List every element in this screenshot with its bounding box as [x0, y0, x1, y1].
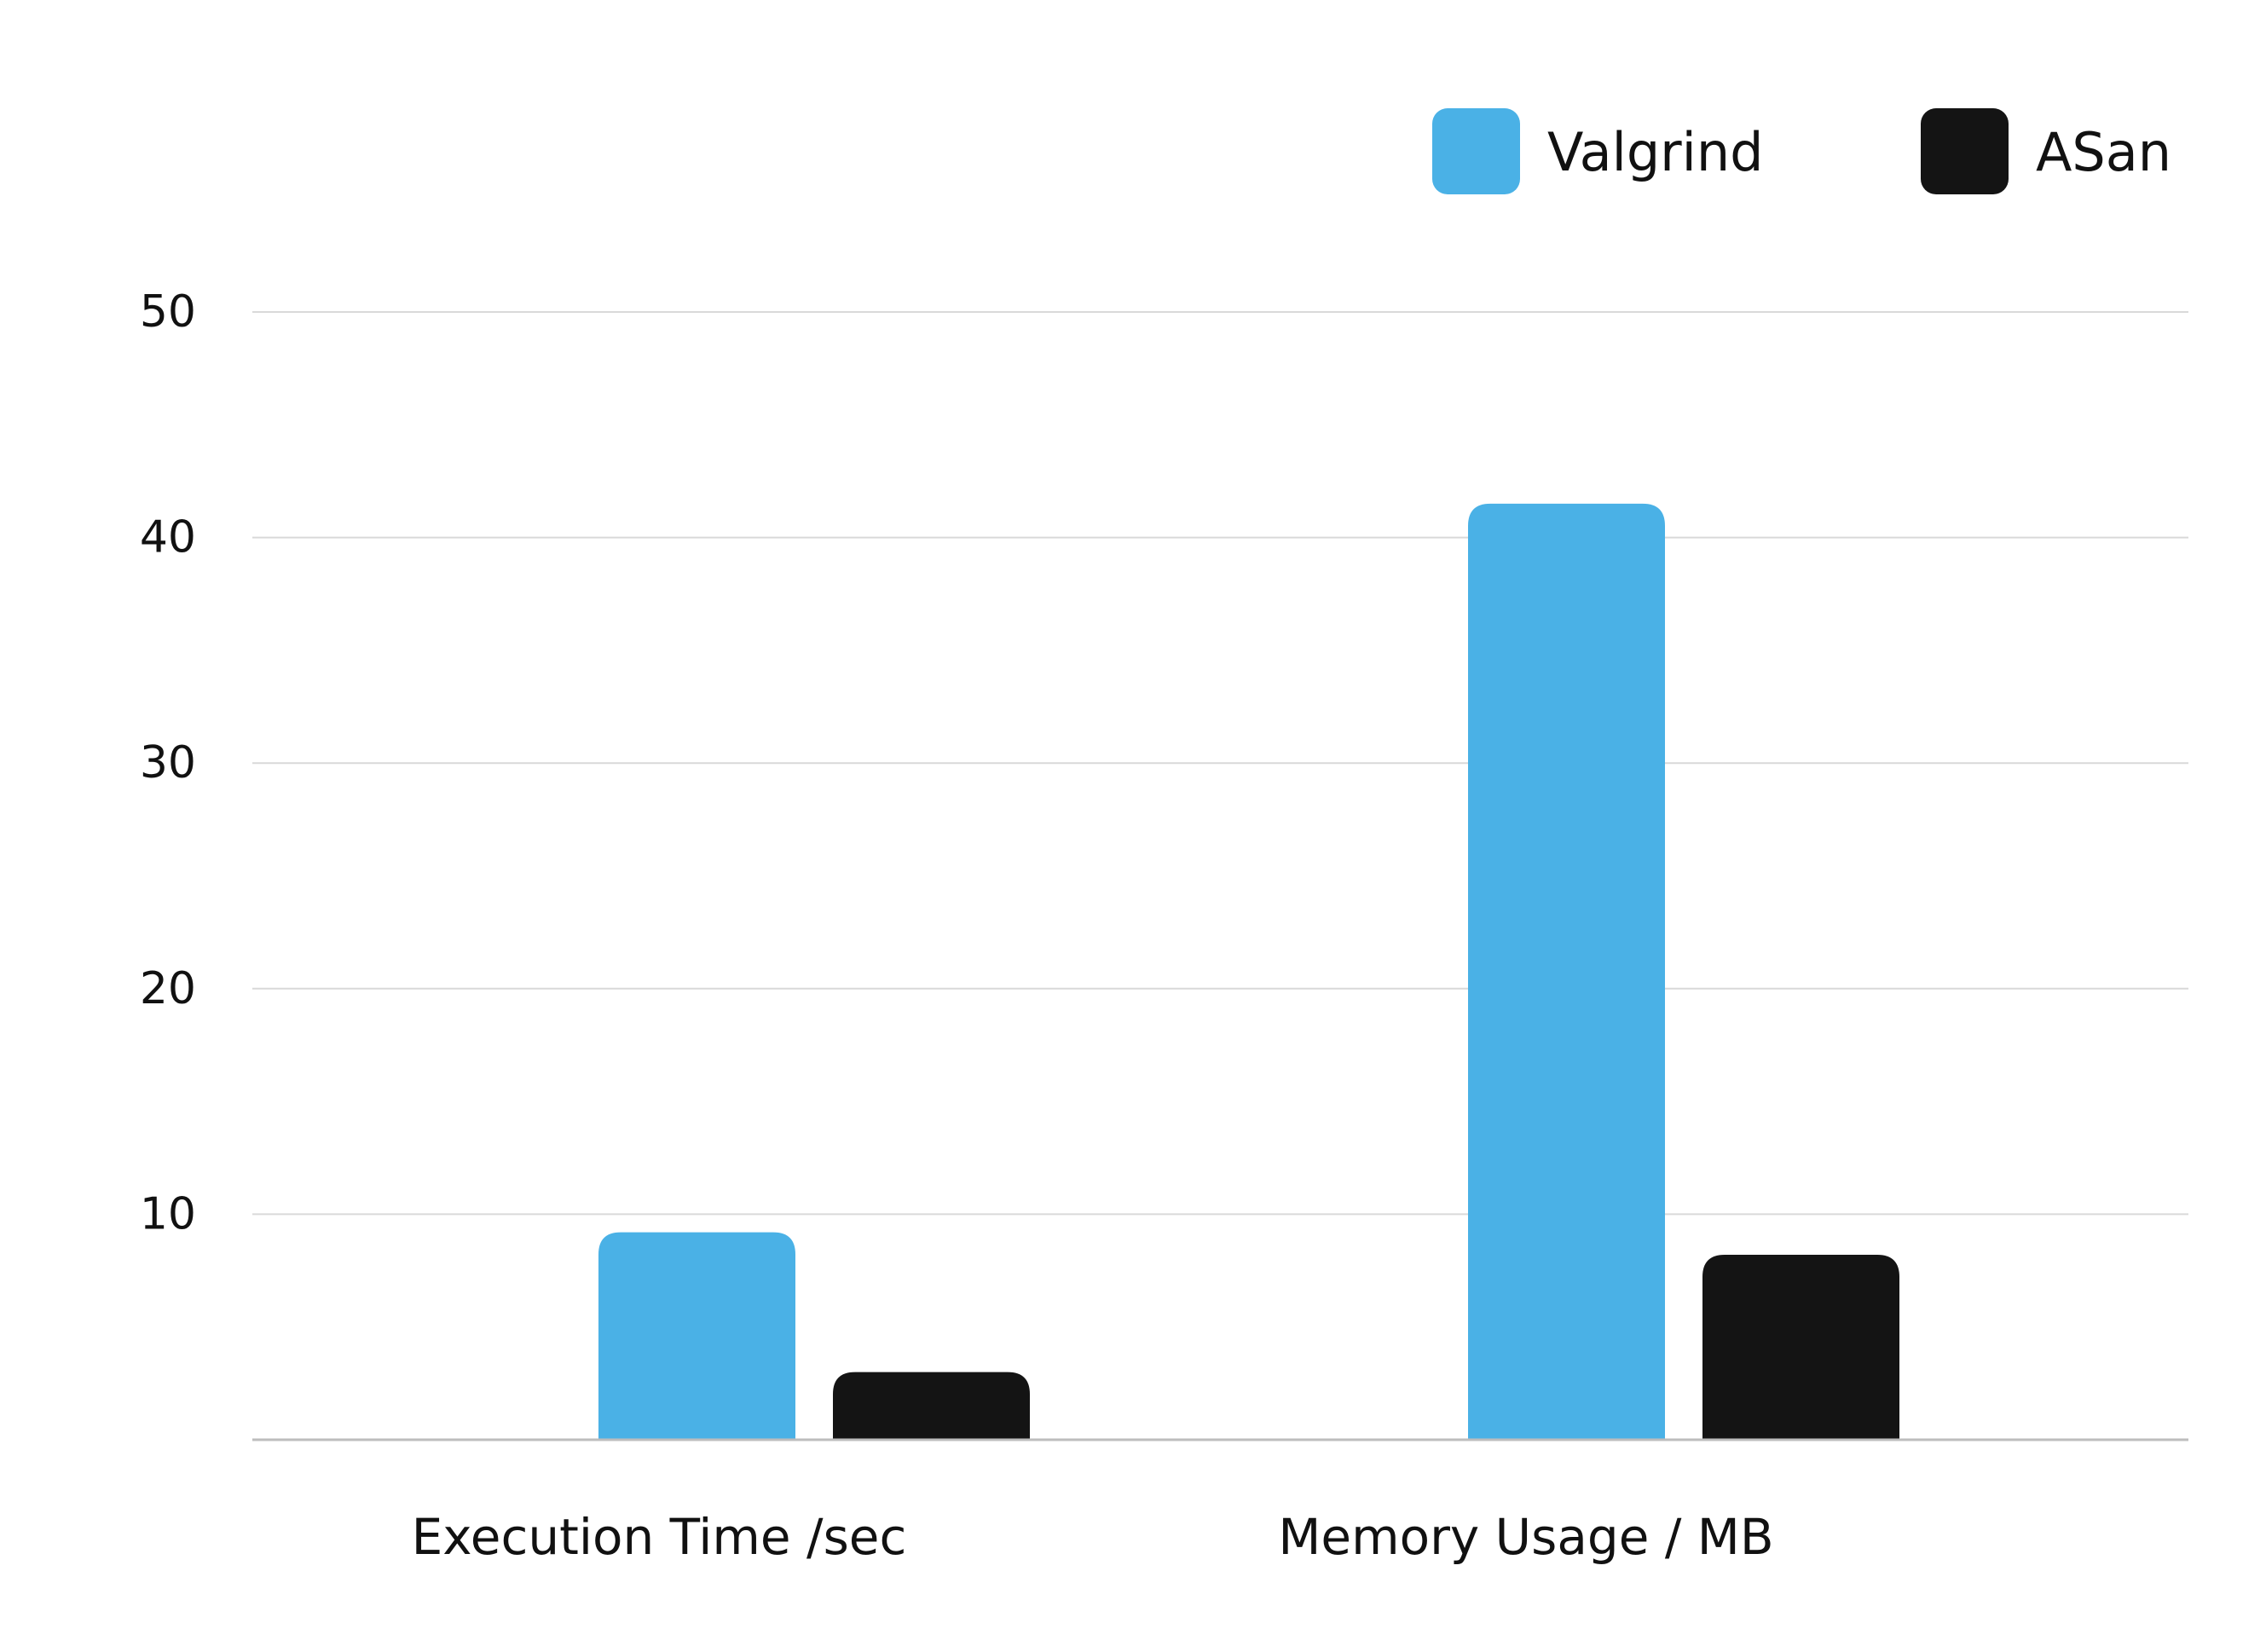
bar-asan-execution-time: [833, 1372, 1030, 1440]
x-axis: Execution Time /sec Memory Usage / MB: [252, 1438, 2188, 1566]
bar-asan-memory-usage: [1702, 1255, 1899, 1440]
legend-swatch: [1432, 108, 1520, 194]
legend-swatch: [1921, 108, 2009, 194]
legend: Valgrind ASan: [1432, 108, 2171, 194]
y-tick-label: 20: [140, 963, 196, 1014]
y-tick-label: 50: [140, 286, 196, 338]
gridlines: [252, 311, 2188, 1216]
bar-valgrind-memory-usage: [1468, 503, 1665, 1441]
legend-item-asan: ASan: [1921, 108, 2171, 194]
y-tick-label: 10: [140, 1188, 196, 1239]
y-tick-label: 30: [140, 737, 196, 788]
legend-item-valgrind: Valgrind: [1432, 108, 1764, 194]
y-tick-label: 40: [140, 512, 196, 563]
legend-label: ASan: [2036, 121, 2171, 183]
x-category-label: Memory Usage / MB: [1278, 1508, 1773, 1566]
bar-valgrind-execution-time: [598, 1232, 795, 1440]
y-axis-ticks: 10 20 30 40 50: [140, 286, 196, 1239]
bars: [598, 503, 1899, 1441]
x-category-label: Execution Time /sec: [412, 1508, 907, 1566]
legend-label: Valgrind: [1547, 121, 1764, 183]
